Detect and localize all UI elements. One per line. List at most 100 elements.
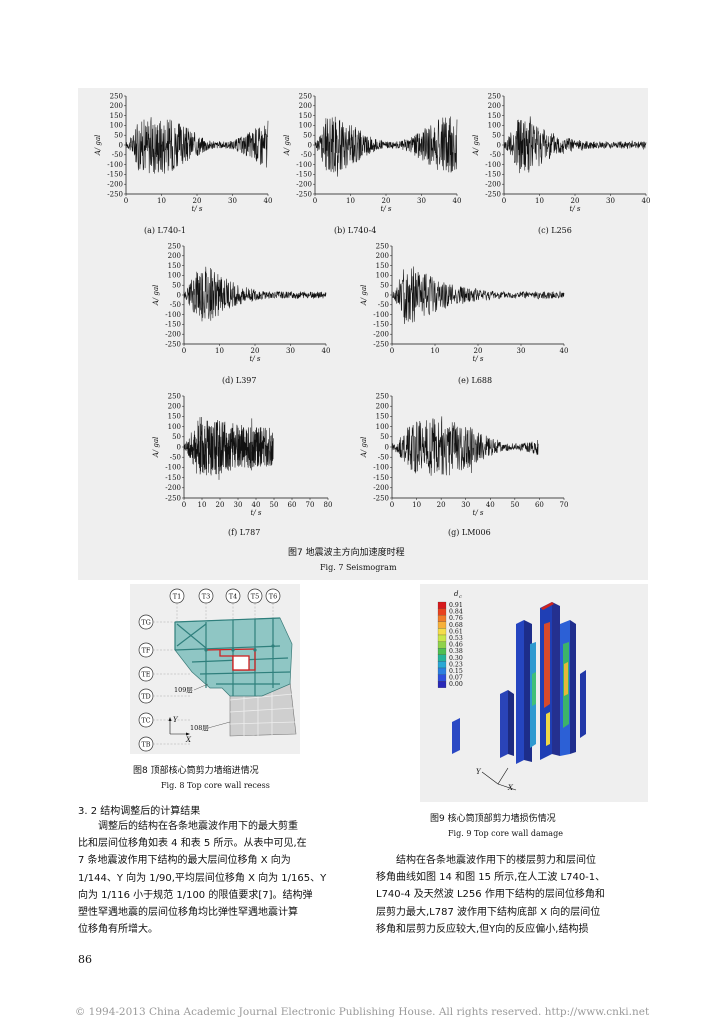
- figure-7-caption-en: Fig. 7 Seismogram: [320, 563, 397, 572]
- x-tick-label: 50: [510, 501, 519, 509]
- legend-swatch: [437, 648, 447, 655]
- y-tick-label: 50: [492, 132, 501, 140]
- x-tick-label: 50: [270, 501, 279, 509]
- y-tick-label: 0: [497, 141, 501, 149]
- seismogram-series: [391, 266, 565, 325]
- y-tick-label: -200: [165, 484, 181, 492]
- y-tick-label: -100: [373, 311, 389, 319]
- y-tick-label: 250: [168, 242, 181, 250]
- x-tick-label: 20: [216, 501, 225, 509]
- legend-value: 0.61: [449, 628, 463, 635]
- x-tick-label: 40: [486, 501, 495, 509]
- y-tick-label: -200: [296, 181, 312, 189]
- y-tick-label: 250: [488, 92, 501, 100]
- y-tick-label: 150: [110, 112, 123, 120]
- copyright-footer: © 1994-2013 China Academic Journal Elect…: [74, 1006, 650, 1018]
- legend-swatch: [437, 654, 447, 662]
- y-tick-label: -50: [112, 151, 123, 159]
- y-tick-label: 250: [110, 92, 123, 100]
- y-tick-label: 200: [299, 102, 312, 110]
- x-axis-label: t/ s: [473, 355, 484, 363]
- y-tick-label: -150: [373, 474, 389, 482]
- x-tick-label: 80: [324, 501, 333, 509]
- axis-label-t3: T3: [202, 593, 210, 601]
- y-tick-label: 200: [376, 403, 389, 411]
- y-tick-label: -100: [165, 311, 181, 319]
- figure-7-caption-cn: 图7 地震波主方向加速度时程: [288, 548, 405, 558]
- y-tick-label: -250: [165, 494, 181, 502]
- x-tick-label: 0: [502, 197, 506, 205]
- x-tick-label: 40: [560, 347, 569, 355]
- chart-b-caption: (b) L740-4: [334, 226, 377, 235]
- y-tick-label: -100: [165, 464, 181, 472]
- seismogram-series: [125, 117, 269, 174]
- x-tick-label: 20: [251, 347, 260, 355]
- axis-label-t5: T5: [251, 593, 259, 601]
- y-tick-label: -250: [485, 190, 501, 198]
- y-tick-label: 50: [303, 132, 312, 140]
- chart-a-caption: (a) L740-1: [144, 226, 186, 235]
- section-heading: 3. 2 结构调整后的计算结果: [78, 806, 201, 817]
- y-tick-label: 150: [168, 413, 181, 421]
- chart-c-caption: (c) L256: [538, 226, 572, 235]
- paragraph-line: 调整后的结构在各条地震波作用下的最大剪重: [98, 821, 298, 832]
- x-axis-label: t/ s: [381, 205, 392, 213]
- y-tick-label: -50: [490, 151, 501, 159]
- figure-9-caption-cn: 图9 核心筒顶部剪力墙损伤情况: [430, 814, 556, 824]
- legend-value: 0.23: [449, 661, 463, 668]
- x-tick-label: 40: [264, 197, 273, 205]
- y-tick-label: 0: [119, 141, 123, 149]
- legend-swatch: [437, 628, 447, 636]
- y-tick-label: -200: [373, 331, 389, 339]
- y-tick-label: -200: [373, 484, 389, 492]
- axis-label-td: TD: [141, 693, 151, 701]
- x-tick-label: 70: [306, 501, 315, 509]
- y-tick-label: -250: [165, 340, 181, 348]
- y-tick-label: -50: [170, 301, 181, 309]
- x-tick-label: 0: [182, 347, 186, 355]
- y-tick-label: -150: [107, 171, 123, 179]
- y-tick-label: 200: [110, 102, 123, 110]
- legend-value: 0.68: [449, 622, 463, 629]
- y-tick-label: -250: [107, 190, 123, 198]
- x-tick-label: 40: [453, 197, 462, 205]
- axis-label-tg: TG: [141, 619, 151, 627]
- figure-8-caption-cn: 图8 顶部核心筒剪力墙缩进情况: [133, 766, 259, 776]
- y-tick-label: 50: [380, 433, 389, 441]
- chart-d-caption: (d) L397: [222, 376, 257, 385]
- x-tick-label: 20: [474, 347, 483, 355]
- seismogram-series: [503, 116, 647, 174]
- svg-text:X: X: [185, 736, 192, 744]
- paragraph-line: 位移角有所增大。: [78, 924, 158, 936]
- paragraph-line: L740-4 及天然波 L256 作用下结构的层间位移角和: [376, 889, 605, 901]
- y-tick-label: 150: [376, 262, 389, 270]
- axis-label-tb: TB: [141, 741, 150, 749]
- x-tick-label: 20: [437, 501, 446, 509]
- svg-text:X: X: [507, 784, 514, 792]
- y-tick-label: 50: [172, 282, 181, 290]
- chart-g-caption: (g) LM006: [448, 528, 491, 537]
- legend-swatch: [437, 608, 447, 616]
- axis-triad-icon: Y X: [476, 767, 517, 792]
- right-paragraph: 结构在各条地震波作用下的楼层剪力和层间位 移角曲线如图 14 和图 15 所示,…: [376, 852, 648, 938]
- y-tick-label: -200: [107, 181, 123, 189]
- x-axis-label: t/ s: [473, 509, 484, 517]
- y-tick-label: 200: [376, 252, 389, 260]
- chart-b: 250 200 150 100 50 0 -50 -100 -150 -200 -250 0 10 20 3…: [281, 92, 462, 214]
- legend-swatch: [437, 615, 447, 622]
- x-tick-label: 60: [535, 501, 544, 509]
- y-axis-label: A/ gal: [360, 437, 368, 459]
- chart-f: 250 200 150 100 50 0 -50 -100 -150 -200 -250 0 10 20 3…: [150, 392, 333, 518]
- x-tick-label: 10: [215, 347, 224, 355]
- x-axis-label: t/ s: [570, 205, 581, 213]
- legend-swatch: [437, 641, 447, 649]
- core-wall-damage-render: d c 0.910.840.760.680.610.530.460.380.30…: [437, 590, 586, 792]
- x-tick-label: 0: [390, 501, 394, 509]
- x-axis-label: t/ s: [250, 355, 261, 363]
- x-tick-label: 10: [346, 197, 355, 205]
- chart-e: 250 200 150 100 50 0 -50 -100 -150 -200 -250 0 10 20 3…: [358, 242, 569, 364]
- y-axis-label: A/ gal: [283, 135, 291, 157]
- x-tick-label: 10: [431, 347, 440, 355]
- legend-value: 0.38: [449, 648, 463, 655]
- axis-label-tf: TF: [142, 647, 151, 655]
